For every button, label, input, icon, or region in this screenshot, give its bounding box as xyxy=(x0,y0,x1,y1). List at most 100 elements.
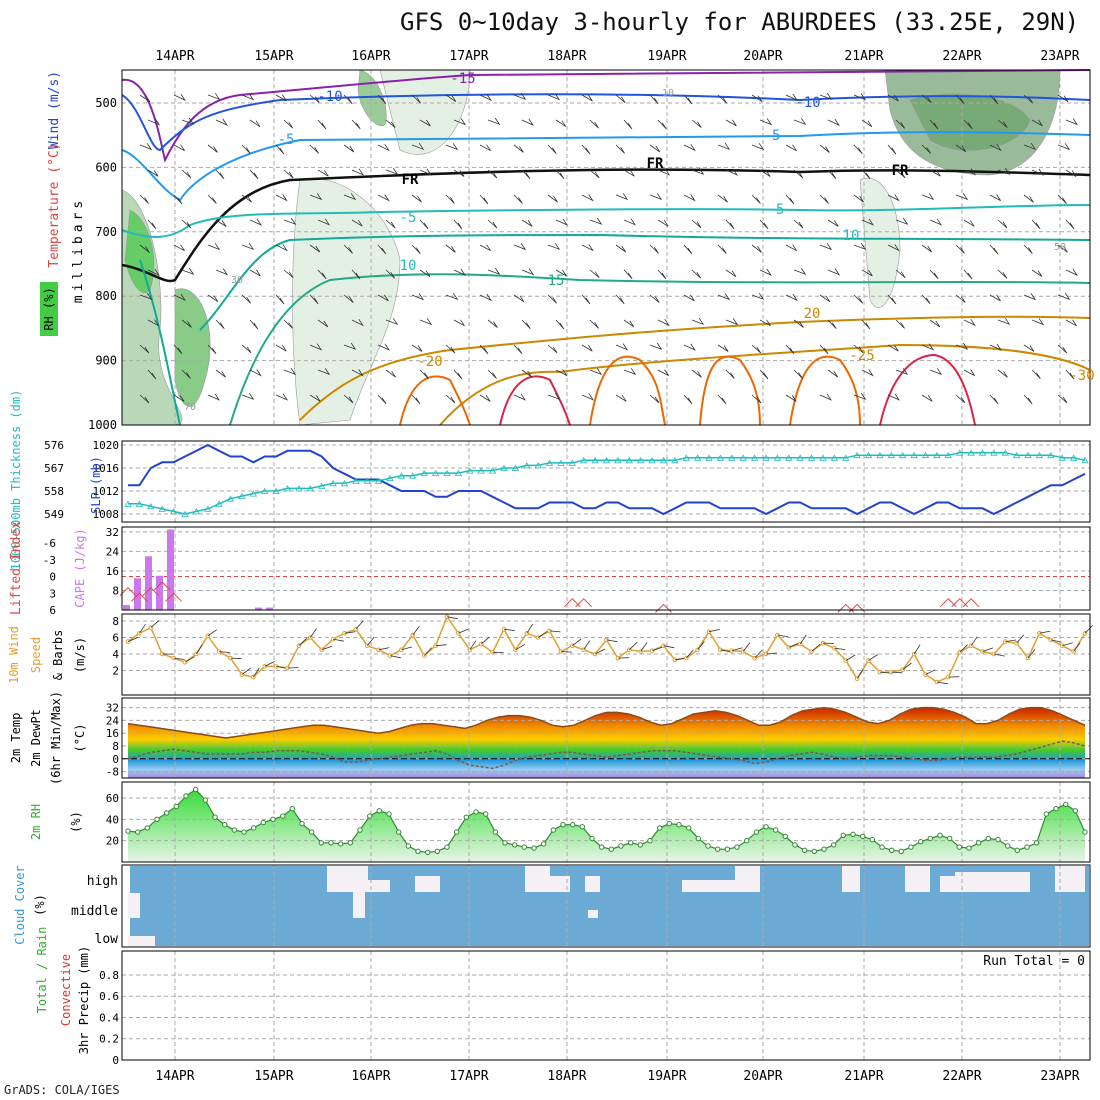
temp-tick-label: 0 xyxy=(112,753,119,766)
precip-tick-label: 0 xyxy=(112,1054,119,1067)
thickness-point xyxy=(523,462,531,469)
pressure-tick-label: 900 xyxy=(95,354,117,368)
wind-barb xyxy=(581,94,593,102)
thickness-point xyxy=(910,451,918,459)
wind-barb xyxy=(827,169,837,180)
wind-barb xyxy=(853,344,864,354)
temperature-contour xyxy=(589,355,666,426)
surface-wind-barb xyxy=(1062,642,1073,647)
wind-barb xyxy=(963,119,973,129)
wind-barb xyxy=(207,194,217,204)
wind-barb xyxy=(657,269,667,280)
wind-barb xyxy=(377,94,387,105)
wind-barb xyxy=(725,219,735,230)
wind-barb xyxy=(377,194,390,202)
wind-barb xyxy=(377,294,389,302)
surface-wind-barb xyxy=(264,661,275,667)
wind-barb xyxy=(785,344,795,355)
rh-point xyxy=(144,825,151,831)
precip-axis-total-label: Total / Rain xyxy=(35,927,49,1014)
temp-axis-label-1: 2m Temp xyxy=(9,713,23,764)
bottom-date-label: 14APR xyxy=(155,1069,194,1084)
temperature-contour-label: FR xyxy=(892,163,909,179)
temp-tick-label: 32 xyxy=(106,702,119,715)
thickness-point xyxy=(876,451,884,459)
rh-point xyxy=(589,835,595,842)
thickness-point xyxy=(978,449,987,456)
wind-barb xyxy=(1023,194,1034,203)
wind-barb xyxy=(921,244,933,253)
thickness-point xyxy=(500,464,508,471)
rh-point xyxy=(454,829,460,835)
clear-sky-segment xyxy=(905,866,930,892)
wind-barb xyxy=(819,144,830,153)
rh-point xyxy=(531,845,537,851)
wind-barb xyxy=(419,119,431,127)
thickness-point xyxy=(728,454,736,461)
rh-point xyxy=(744,838,750,844)
thickness-point xyxy=(864,451,873,459)
cape-bar xyxy=(156,575,163,611)
rh-point xyxy=(599,844,605,850)
surface-wind-barb xyxy=(139,623,146,634)
wind-barb xyxy=(997,369,1008,378)
thickness-point xyxy=(181,510,189,517)
thickness-point xyxy=(454,469,463,476)
wind-barb xyxy=(1057,292,1071,301)
lifted-index-tick-label: 3 xyxy=(49,587,56,600)
wind-barb xyxy=(453,169,465,177)
wind-barb xyxy=(479,144,491,152)
wind-barb xyxy=(955,193,969,201)
wind-barb xyxy=(963,318,976,327)
wind-barb xyxy=(207,393,221,401)
rh-point xyxy=(444,844,450,850)
rh-point xyxy=(995,836,1001,843)
wind-barb xyxy=(419,269,431,278)
surface-wind-barb xyxy=(777,634,789,638)
wind-barb xyxy=(819,393,833,401)
rh-point xyxy=(831,842,837,848)
wind-barb xyxy=(819,194,829,204)
wind-barb xyxy=(1031,369,1041,379)
temperature-contour-label: -30 xyxy=(1069,368,1094,384)
pressure-tick-label: 1000 xyxy=(88,418,117,432)
wind-barb xyxy=(921,394,933,402)
wind-barb xyxy=(895,367,909,376)
wind-barb xyxy=(785,144,797,152)
wind-barb xyxy=(147,369,157,380)
wind-barb xyxy=(649,94,659,105)
wind-barb xyxy=(419,219,429,230)
wind-barb xyxy=(615,343,629,351)
bottom-date-label: 17APR xyxy=(449,1069,488,1084)
wind-barb xyxy=(887,294,897,305)
thickness-point xyxy=(921,451,930,459)
surface-wind-barb xyxy=(788,642,800,648)
thickness-point xyxy=(750,454,759,461)
rh-point xyxy=(463,814,469,820)
wind-barb xyxy=(657,119,667,130)
surface-wind-barb xyxy=(970,636,978,646)
surface-wind-barb xyxy=(1039,630,1051,634)
wind-barb xyxy=(147,319,159,327)
slp-tick-label: 1008 xyxy=(93,508,120,521)
wind-barb xyxy=(887,94,899,102)
surface-wind-barb xyxy=(572,638,582,647)
wind-barb xyxy=(1065,319,1077,327)
rh-shaded-region xyxy=(292,178,401,426)
clear-sky-segment xyxy=(588,910,598,918)
thickness-point xyxy=(796,454,804,461)
lifted-index-mark xyxy=(837,603,855,613)
wind-barb xyxy=(241,144,251,154)
temp-line xyxy=(127,706,1086,739)
wind-barb xyxy=(649,342,663,350)
wind-barb xyxy=(139,94,151,103)
wind-barb xyxy=(513,194,523,204)
wind-barb xyxy=(819,344,829,355)
wind-barb xyxy=(147,118,161,126)
rh-point xyxy=(260,819,266,826)
thickness-point xyxy=(306,485,315,492)
cloud-axis-label: Cloud Cover xyxy=(13,865,27,944)
wind-barb xyxy=(683,244,693,255)
rh-point xyxy=(879,844,885,850)
wind-barb xyxy=(317,319,329,328)
